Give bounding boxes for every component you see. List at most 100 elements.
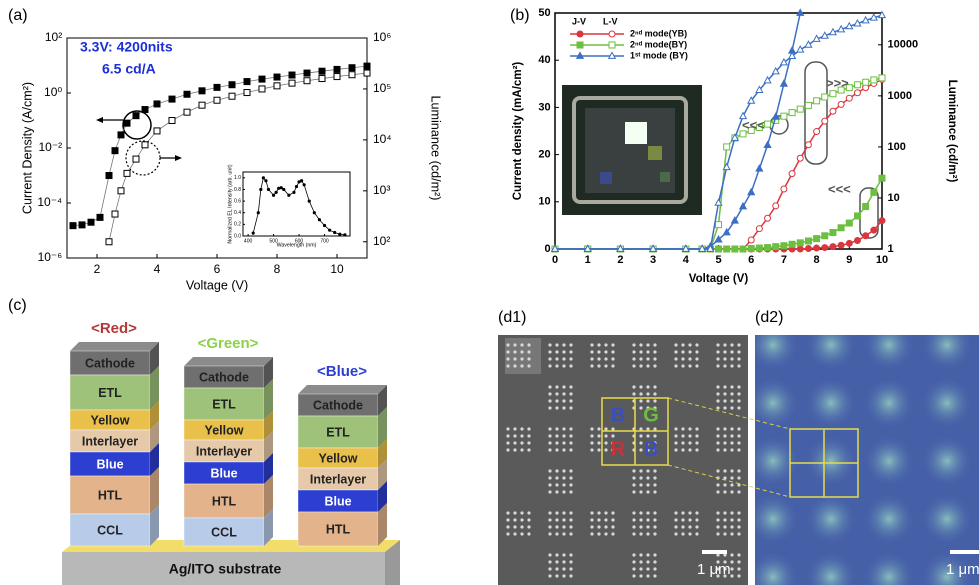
sem-dot [555,385,559,389]
data-point [738,111,748,120]
data-point [747,245,755,253]
layer [69,350,151,376]
data-point [279,186,283,190]
sem-dot [723,364,727,368]
sem-dot [688,357,692,361]
sem-dot [681,441,685,445]
data-point [723,245,731,253]
sem-dot [604,434,608,438]
data-point [853,18,862,27]
sem-dot [737,427,741,431]
sem-dot [730,392,734,396]
data-point [813,97,821,105]
plot-frame [242,171,351,237]
sem-dot [513,357,517,361]
sem-dot [506,532,510,536]
y2-tick-label: 100 [888,141,906,153]
sem-dot [604,441,608,445]
data-point [878,74,886,82]
layer-side [378,503,387,546]
sem-dot [737,441,741,445]
panel-label: (a) [8,7,28,24]
y-tick-label: 40 [538,54,550,66]
layer-side [264,509,273,546]
sem-dot [513,343,517,347]
sem-dot [562,483,566,487]
layer-label: Yellow [319,451,358,465]
data-point [576,30,584,38]
sem-dot [639,574,643,578]
sem-dot [646,357,650,361]
data-point [343,233,347,237]
sem-dot [569,427,573,431]
sem-dot [723,385,727,389]
data-point [576,41,584,49]
sem-dot [653,490,657,494]
arrow-head [96,117,103,123]
data-point [96,213,104,221]
annotation: 3.3V: 4200nits [80,39,173,55]
sem-dot [562,560,566,564]
annotation: <<< [828,181,851,196]
data-point [821,93,829,101]
sem-dot [653,392,657,396]
sem-dot [590,434,594,438]
sem-dot [513,518,517,522]
sem-dot [653,385,657,389]
y-tick-label: 0.6 [234,198,241,204]
sem-dot [548,518,552,522]
data-point [105,172,113,179]
y-tick-label: 0.2 [234,222,241,228]
x-axis-title: Voltage (V) [689,273,749,285]
sem-dot [527,525,531,529]
data-point [853,237,861,245]
sem-dot [723,574,727,578]
data-point [804,101,812,109]
sem-dot [604,525,608,529]
micro-spot [755,493,799,545]
y-tick-label: 10² [45,30,62,44]
micro-spot [863,493,915,545]
sem-dot [716,511,720,515]
sem-dot [730,476,734,480]
sem-dot [520,357,524,361]
substrate [62,552,385,585]
sem-dot [632,469,636,473]
data-point [183,90,191,98]
x-tick-label: 5 [715,254,721,266]
layer-label: CCL [97,523,123,537]
layer-side [150,505,159,546]
x-tick-label: 600 [295,238,304,244]
sem-dot [716,448,720,452]
sem-dot [646,567,650,571]
sem-dot [569,434,573,438]
sem-dot [737,434,741,438]
sem-dot [716,357,720,361]
data-point [69,222,77,230]
legend-label: 2ⁿᵈ mode(BY) [630,39,687,49]
sem-dot [723,532,727,536]
data-point [722,227,731,236]
data-point [183,108,191,116]
sem-dot [681,350,685,354]
y2-tick-label: 10⁶ [373,30,391,44]
data-point [780,112,788,120]
sem-dot [527,518,531,522]
sem-dot [548,574,552,578]
sem-dot [569,574,573,578]
layer-side [264,431,273,462]
sem-dot [597,343,601,347]
data-point [243,89,251,97]
sem-dot [681,434,685,438]
sem-dot [506,357,510,361]
sem-dot [716,399,720,403]
data-point [845,239,853,247]
annotation: 6.5 cd/A [102,61,156,77]
data-point [363,62,371,70]
sem-dot [653,343,657,347]
data-point [837,86,845,94]
sem-dot [548,532,552,536]
layer-side [378,385,387,416]
sem-dot [723,357,727,361]
data-point [796,8,805,16]
